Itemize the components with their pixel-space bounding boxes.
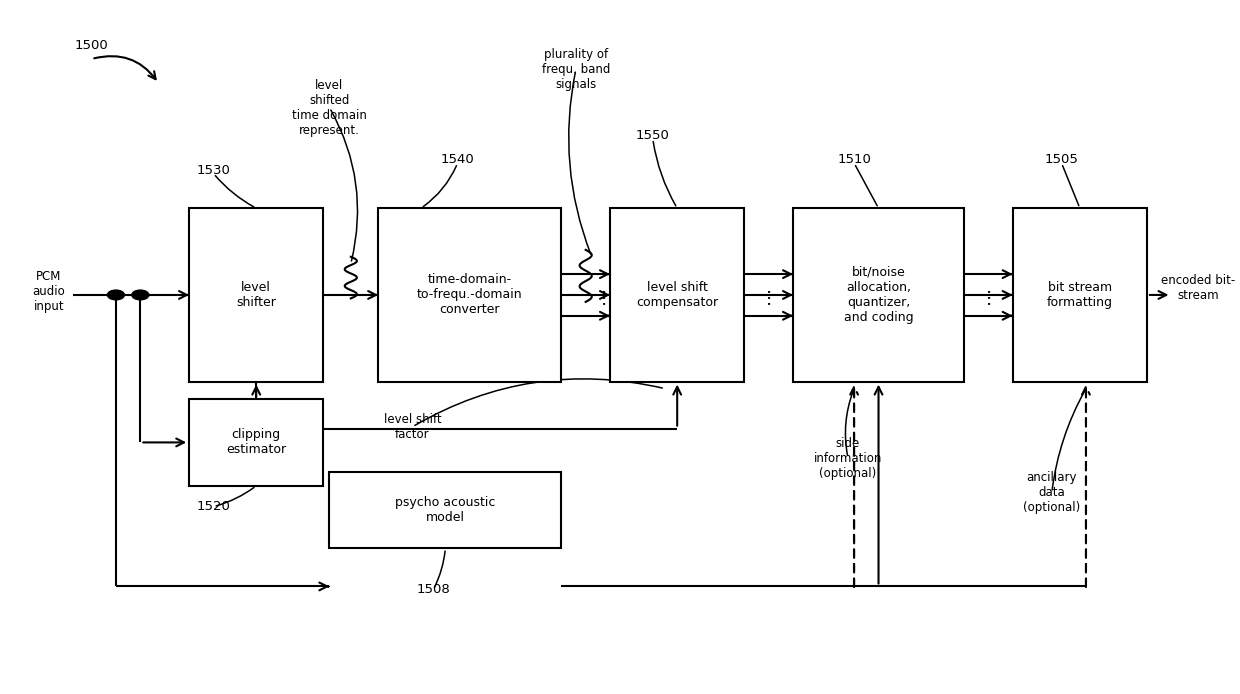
Text: 1505: 1505 (1044, 153, 1079, 166)
FancyBboxPatch shape (610, 208, 744, 382)
FancyBboxPatch shape (190, 208, 324, 382)
Text: side
information
(optional): side information (optional) (813, 437, 882, 480)
Text: ⋯: ⋯ (760, 286, 777, 304)
Text: level shift
compensator: level shift compensator (636, 281, 718, 309)
Text: level shift
factor: level shift factor (383, 413, 441, 441)
Circle shape (131, 290, 149, 300)
Text: ⋯: ⋯ (980, 286, 997, 304)
Text: clipping
estimator: clipping estimator (226, 428, 286, 457)
Text: encoded bit-
stream: encoded bit- stream (1161, 274, 1235, 302)
FancyBboxPatch shape (1013, 208, 1147, 382)
Text: 1508: 1508 (417, 584, 450, 596)
Text: bit stream
formatting: bit stream formatting (1047, 281, 1112, 309)
Text: 1500: 1500 (74, 39, 108, 51)
Text: 1540: 1540 (440, 153, 475, 166)
Text: 1520: 1520 (197, 500, 231, 513)
Text: ⋯: ⋯ (595, 286, 613, 304)
Text: 1550: 1550 (636, 129, 670, 142)
FancyBboxPatch shape (330, 472, 562, 548)
Text: time-domain-
to-frequ.-domain
converter: time-domain- to-frequ.-domain converter (417, 273, 522, 316)
FancyBboxPatch shape (794, 208, 963, 382)
Text: ancillary
data
(optional): ancillary data (optional) (1023, 471, 1080, 514)
Text: level
shifted
time domain
represent.: level shifted time domain represent. (291, 78, 367, 137)
Text: level
shifter: level shifter (237, 281, 277, 309)
Text: plurality of
frequ. band
signals: plurality of frequ. band signals (542, 48, 610, 91)
Circle shape (108, 290, 124, 300)
FancyBboxPatch shape (378, 208, 562, 382)
FancyBboxPatch shape (190, 399, 324, 486)
Text: 1510: 1510 (837, 153, 870, 166)
Text: 1530: 1530 (197, 164, 231, 176)
Text: bit/noise
allocation,
quantizer,
and coding: bit/noise allocation, quantizer, and cod… (843, 266, 914, 324)
Text: psycho acoustic
model: psycho acoustic model (396, 496, 496, 524)
Text: PCM
audio
input: PCM audio input (32, 270, 66, 313)
